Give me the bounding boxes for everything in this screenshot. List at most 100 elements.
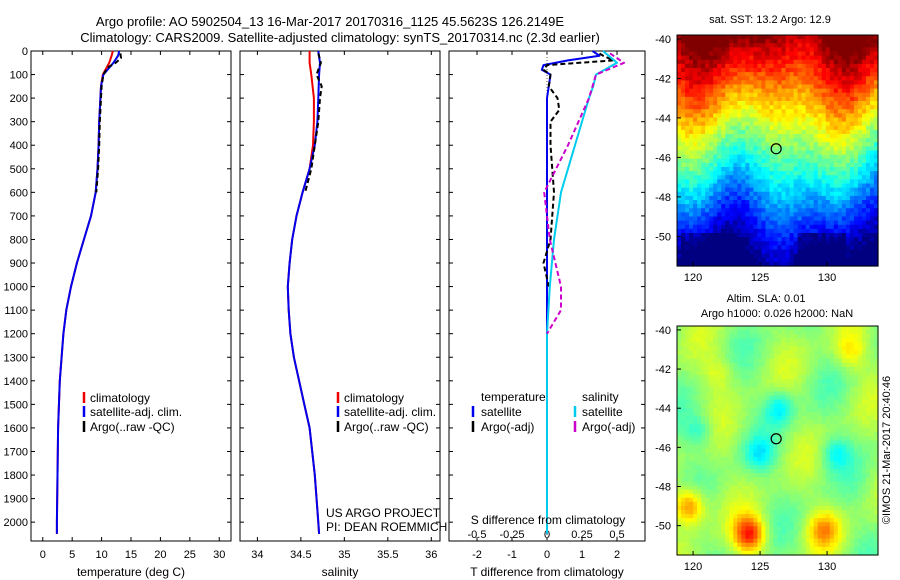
sst-map-cell <box>781 257 787 263</box>
sst-map-cell <box>717 257 722 263</box>
sst-map-cell <box>709 237 714 242</box>
sst-map-cell <box>845 175 851 180</box>
sst-map-cell <box>805 204 811 209</box>
sst-map-cell <box>769 109 775 114</box>
sst-map-cell <box>833 142 839 147</box>
sst-map-cell <box>773 142 779 147</box>
sla-map-cell <box>693 391 698 397</box>
sst-map-cell <box>681 179 686 185</box>
sla-map-cell <box>849 432 855 438</box>
sla-map-cell <box>737 358 742 364</box>
sla-map-cell <box>705 354 710 360</box>
sla-map-cell <box>841 395 847 401</box>
difference-xlabel: T difference from climatology <box>470 565 624 579</box>
sla-map-cell <box>837 391 843 397</box>
sla-map-cell <box>697 399 702 405</box>
sst-map-cell <box>869 35 875 40</box>
sst-map-cell <box>681 212 686 218</box>
sst-map-cell <box>745 134 750 139</box>
sla-map-title-2: Argo h1000: 0.026 h2000: NaN <box>701 308 853 320</box>
sst-map-cell <box>741 55 746 61</box>
sla-map-cell <box>733 383 738 388</box>
sla-map-cell <box>769 420 775 425</box>
sla-map-cell <box>869 477 875 482</box>
sla-map-cell <box>745 428 750 433</box>
sla-map-cell <box>745 354 750 360</box>
sst-map-cell <box>769 249 775 255</box>
sla-map-cell <box>845 362 851 368</box>
sla-map-cell <box>837 326 843 331</box>
sst-map-cell <box>769 80 775 86</box>
sst-map-cell <box>681 220 686 226</box>
sst-map-cell <box>761 63 767 69</box>
sla-map-cell <box>865 420 871 425</box>
salinity-xtick-label: 35 <box>338 549 350 561</box>
sla-map-cell <box>721 362 726 368</box>
sst-map-cell <box>705 101 710 106</box>
sst-map-cell <box>745 220 750 226</box>
sla-map-cell <box>829 387 835 393</box>
sla-map-cell <box>857 465 863 470</box>
sla-map-cell <box>833 342 839 348</box>
sst-map-cell <box>705 84 710 90</box>
sst-map-cell <box>737 43 742 48</box>
sst-map-cell <box>757 233 763 238</box>
sst-map-cell <box>841 171 847 176</box>
sla-map-cell <box>865 399 871 405</box>
sst-map-cell <box>825 105 831 110</box>
sst-map-cell <box>769 146 775 152</box>
sst-map-cell <box>865 208 871 213</box>
sla-map-cell <box>685 477 690 482</box>
sla-map-cell <box>801 448 807 454</box>
sla-map-cell <box>693 334 698 339</box>
sst-map-cell <box>869 96 875 102</box>
sla-map-cell <box>705 358 710 364</box>
sla-map-cell <box>789 338 795 343</box>
sst-map-cell <box>869 105 875 110</box>
sla-map-cell <box>717 460 722 466</box>
sst-map-cell <box>789 129 795 135</box>
sst-map-cell <box>689 35 694 40</box>
legend-label-t-satellite: satellite <box>481 405 522 419</box>
sst-map-cell <box>761 183 767 189</box>
sst-map-cell <box>825 59 831 65</box>
sst-map-cell <box>769 233 775 238</box>
sst-map-cell <box>717 249 722 255</box>
sst-map-cell <box>805 261 811 267</box>
sst-map-cell <box>685 96 690 102</box>
sla-map-cell <box>797 399 803 405</box>
sla-map-cell <box>773 326 779 331</box>
sst-map-cell <box>733 204 738 209</box>
sst-map-cell <box>761 208 767 213</box>
sla-map-cell <box>793 444 799 450</box>
sst-map-cell <box>833 167 839 172</box>
sst-map-cell <box>745 63 750 69</box>
sla-map-cell <box>845 420 851 425</box>
sst-map-cell <box>849 183 855 189</box>
sst-map-cell <box>845 47 851 53</box>
sst-map-cell <box>741 113 746 119</box>
sla-map-cell <box>825 375 831 380</box>
sst-map-cell <box>769 171 775 176</box>
sst-map-cell <box>861 43 867 48</box>
sla-map-cell <box>717 440 722 446</box>
sst-map-cell <box>857 55 863 61</box>
sst-map-cell <box>873 162 879 168</box>
sla-map-cell <box>773 428 779 433</box>
sla-map-cell <box>813 354 819 360</box>
sst-map-cell <box>689 121 694 127</box>
sst-map-cell <box>873 261 879 267</box>
sla-map-cell <box>701 428 706 433</box>
sst-map-cell <box>709 92 714 98</box>
sla-map-cell <box>777 379 783 384</box>
sst-map-cell <box>697 241 702 246</box>
sst-map-cell <box>805 150 811 156</box>
sla-map-cell <box>721 428 726 433</box>
sst-map-cell <box>793 179 799 185</box>
sst-map-cell <box>825 183 831 189</box>
sla-map-cell <box>697 338 702 343</box>
sst-map-cell <box>713 113 718 119</box>
sst-map-cell <box>681 80 686 86</box>
sst-map-cell <box>869 237 875 242</box>
sla-map-cell <box>797 452 803 458</box>
